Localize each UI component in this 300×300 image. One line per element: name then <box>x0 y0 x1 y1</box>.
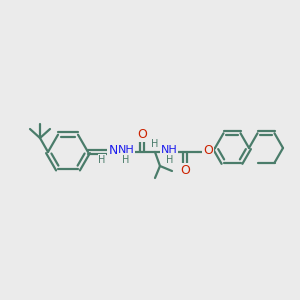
Text: H: H <box>122 155 130 165</box>
Text: O: O <box>203 145 213 158</box>
Text: NH: NH <box>118 145 134 155</box>
Text: N: N <box>108 143 118 157</box>
Text: O: O <box>137 128 147 140</box>
Text: H: H <box>98 155 106 165</box>
Text: H: H <box>166 155 174 165</box>
Text: O: O <box>180 164 190 176</box>
Text: NH: NH <box>160 145 177 155</box>
Text: H: H <box>151 139 159 149</box>
